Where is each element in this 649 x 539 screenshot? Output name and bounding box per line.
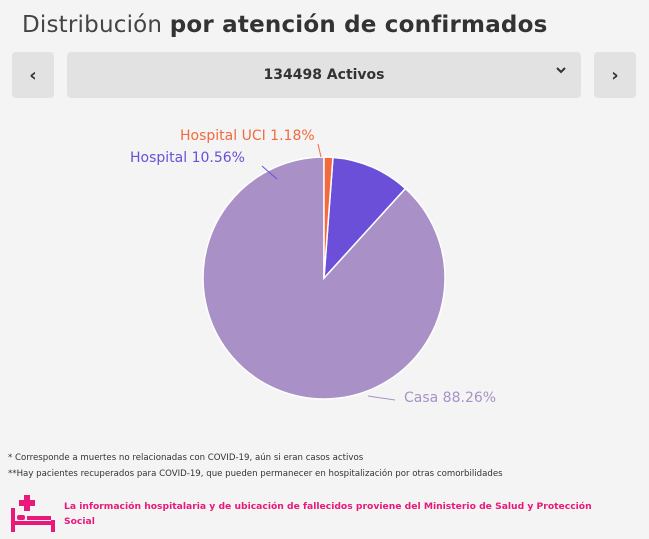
label-leader-line: [367, 395, 396, 401]
footnote-1: * Corresponde a muertes no relacionadas …: [8, 453, 364, 463]
slice-label: Casa 88.26%: [404, 390, 496, 406]
hospital-bed-icon: [11, 495, 55, 532]
slice-label: Hospital 10.56%: [130, 150, 245, 166]
title-regular: Distribución: [22, 12, 163, 38]
pie-chart: Casa 88.26% Hospital 10.56% Hospital UCI 1…: [130, 128, 496, 406]
label-leader-line: [261, 165, 278, 180]
pie-slice-hospital-uci: [323, 156, 334, 279]
select-value: 134498 Activos: [263, 67, 385, 83]
title-bold: por atención de confirmados: [169, 12, 548, 38]
footnotes: * Corresponde a muertes no relacionadas …: [8, 450, 503, 482]
source-text: La información hospitalaria y de ubicaci…: [64, 501, 592, 527]
chevron-left-icon: ‹: [29, 64, 37, 86]
chart-title: Distribución por atención de confirmados: [22, 12, 548, 38]
label-leader-line: [317, 143, 322, 158]
chevron-right-icon: ›: [611, 64, 619, 86]
chevron-down-icon: [555, 64, 567, 80]
footnote-2: **Hay pacientes recuperados para COVID-1…: [8, 469, 503, 479]
pie-slice-hospital: [323, 156, 407, 281]
status-select[interactable]: 134498 Activos: [67, 52, 581, 98]
next-button[interactable]: ›: [594, 52, 636, 98]
previous-button[interactable]: ‹: [12, 52, 54, 98]
slice-label: Hospital UCI 1.18%: [180, 128, 315, 144]
